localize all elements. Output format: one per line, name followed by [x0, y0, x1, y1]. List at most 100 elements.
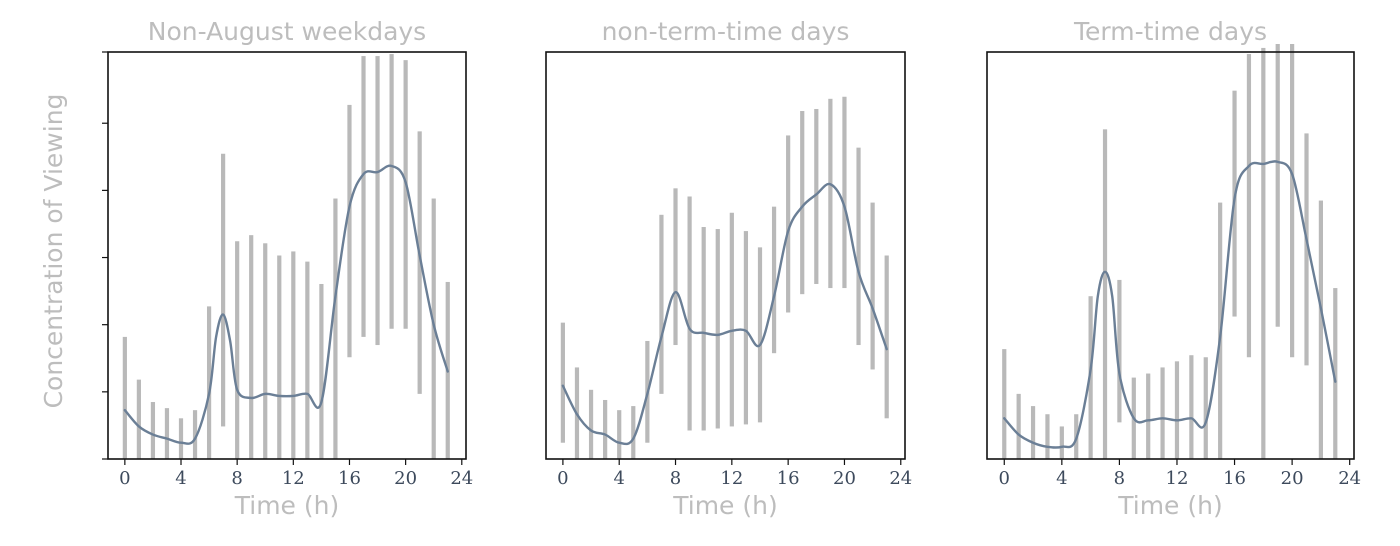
range-bar: [1174, 361, 1180, 459]
x-tick-label: 20: [1281, 468, 1304, 489]
range-bar: [631, 406, 636, 459]
range-bar: [617, 410, 622, 459]
range-bar: [1275, 44, 1280, 327]
range-bar: [701, 227, 706, 431]
range-bar: [361, 56, 366, 337]
range-bar: [1304, 133, 1309, 366]
x-tick-label: 24: [450, 468, 473, 489]
x-tick-label: 0: [557, 468, 568, 489]
smoothed-trend-line: [123, 164, 449, 445]
range-bar: [659, 214, 664, 394]
x-tick-label: 16: [338, 468, 361, 489]
x-tick-label: 4: [1056, 468, 1067, 489]
range-bar: [687, 196, 692, 431]
x-tick-label: 0: [999, 468, 1010, 489]
plot-frame: [107, 51, 467, 460]
range-bar: [1059, 426, 1064, 459]
range-bar: [870, 202, 875, 370]
chart-panel-2: 0 4 8 12 16 20 24 non-term-time days Time (h): [545, 17, 912, 520]
x-axis-label: Time (h): [234, 491, 339, 520]
range-bar: [206, 306, 212, 460]
x-tick-label: 12: [282, 468, 305, 489]
range-bar: [757, 247, 763, 423]
range-bar: [1246, 54, 1252, 358]
range-bar: [800, 111, 805, 295]
x-tick-label: 20: [394, 468, 417, 489]
range-bar: [164, 408, 170, 460]
range-bar: [150, 402, 156, 459]
range-bar: [389, 54, 394, 329]
x-axis-label: Time (h): [672, 491, 777, 520]
range-bar: [319, 283, 324, 459]
range-bar: [277, 255, 282, 459]
range-bar: [122, 336, 127, 459]
plot-frame: [986, 51, 1355, 460]
range-bar: [1088, 296, 1093, 459]
range-bar: [1002, 349, 1007, 459]
range-bar: [1261, 47, 1266, 460]
range-bar: [136, 379, 141, 459]
x-tick-label: 24: [1338, 468, 1361, 489]
x-tick-label: 8: [231, 468, 242, 489]
x-tick-label: 8: [670, 468, 681, 489]
smoothed-trend-line: [561, 182, 888, 446]
chart-panel-3: 0 4 8 12 16 20 24 Term-time days Time (h): [986, 17, 1361, 520]
range-bar: [249, 235, 254, 459]
x-tick-label: 24: [889, 468, 912, 489]
chart-panel-1: 0 4 8 12 16 20 24 Non-August weekdays Time (h): [102, 17, 473, 520]
chart-title: Non-August weekdays: [148, 17, 426, 46]
range-bar: [603, 399, 608, 459]
range-bar: [828, 98, 833, 289]
chart-title: Term-time days: [1073, 17, 1267, 46]
range-bar: [333, 198, 338, 459]
range-bar: [1290, 44, 1295, 358]
x-tick-label: 0: [119, 468, 130, 489]
range-bar: [786, 135, 791, 313]
range-bar: [1016, 393, 1021, 459]
range-bar: [856, 147, 861, 346]
range-bar: [743, 231, 749, 425]
range-bar: [1030, 406, 1036, 459]
range-bar: [178, 418, 184, 459]
range-bar: [291, 251, 296, 459]
x-tick-label: 16: [777, 468, 800, 489]
range-bar: [715, 229, 720, 429]
range-bar: [403, 60, 408, 329]
range-bar: [1045, 414, 1050, 459]
range-bar: [1318, 200, 1323, 459]
range-bar: [842, 96, 847, 289]
range-bar: [560, 322, 565, 443]
range-bar: [235, 241, 240, 459]
range-bar: [417, 131, 422, 394]
range-bar: [673, 188, 678, 346]
range-bar: [347, 104, 352, 358]
x-tick-label: 4: [613, 468, 624, 489]
x-tick-label: 12: [1166, 468, 1189, 489]
range-bar: [588, 389, 594, 459]
x-tick-label: 20: [833, 468, 856, 489]
smoothed-trend-line: [1003, 160, 1337, 449]
range-bar: [814, 108, 819, 284]
range-bar: [1102, 129, 1108, 459]
range-bar: [192, 410, 198, 459]
range-bar: [1160, 367, 1165, 459]
x-tick-label: 4: [175, 468, 186, 489]
range-bar: [375, 56, 380, 346]
chart-title: non-term-time days: [602, 17, 850, 46]
x-axis-label: Time (h): [1117, 491, 1222, 520]
range-bar: [1146, 373, 1151, 459]
range-bar: [1117, 279, 1122, 423]
x-tick-label: 16: [1223, 468, 1246, 489]
range-bar: [729, 212, 734, 427]
range-bar: [1333, 288, 1338, 459]
range-bar: [771, 206, 777, 354]
y-axis-label: Concentration of Viewing: [39, 94, 68, 409]
range-bar: [221, 153, 226, 427]
range-bar: [305, 261, 310, 459]
x-tick-label: 12: [720, 468, 743, 489]
range-bar: [263, 243, 268, 459]
plot-frame: [545, 51, 906, 460]
range-bar: [1203, 357, 1208, 459]
x-tick-label: 8: [1114, 468, 1125, 489]
